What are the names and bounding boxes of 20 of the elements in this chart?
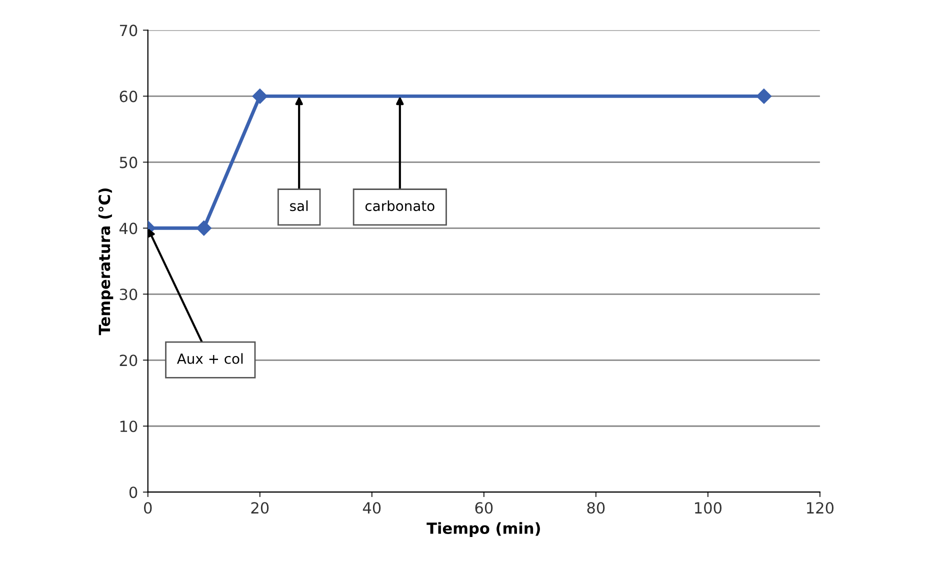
y-tick-label: 20	[120, 354, 138, 366]
y-tick-label: 50	[120, 156, 138, 168]
x-tick-label: 20	[251, 502, 269, 514]
x-axis-title: Tiempo (min)	[426, 522, 540, 537]
annotation: sal	[290, 200, 308, 212]
y-tick-label: 60	[120, 90, 138, 102]
x-tick-label: 40	[362, 502, 381, 514]
annotation: carbonato	[365, 200, 434, 212]
x-tick-label: 80	[587, 502, 605, 514]
x-tick-label: 60	[475, 502, 493, 514]
y-tick-label: 70	[120, 24, 138, 36]
annotation: Aux + col	[177, 353, 243, 364]
y-tick-label: 0	[129, 486, 138, 498]
x-tick-label: 120	[807, 502, 834, 514]
y-tick-label: 30	[120, 288, 138, 300]
y-tick-label: 40	[119, 222, 138, 234]
x-tick-label: 100	[695, 502, 722, 514]
x-tick-label: 0	[144, 502, 152, 514]
y-tick-label: 10	[120, 420, 138, 432]
y-axis-title: Temperatura (°C)	[98, 188, 114, 336]
